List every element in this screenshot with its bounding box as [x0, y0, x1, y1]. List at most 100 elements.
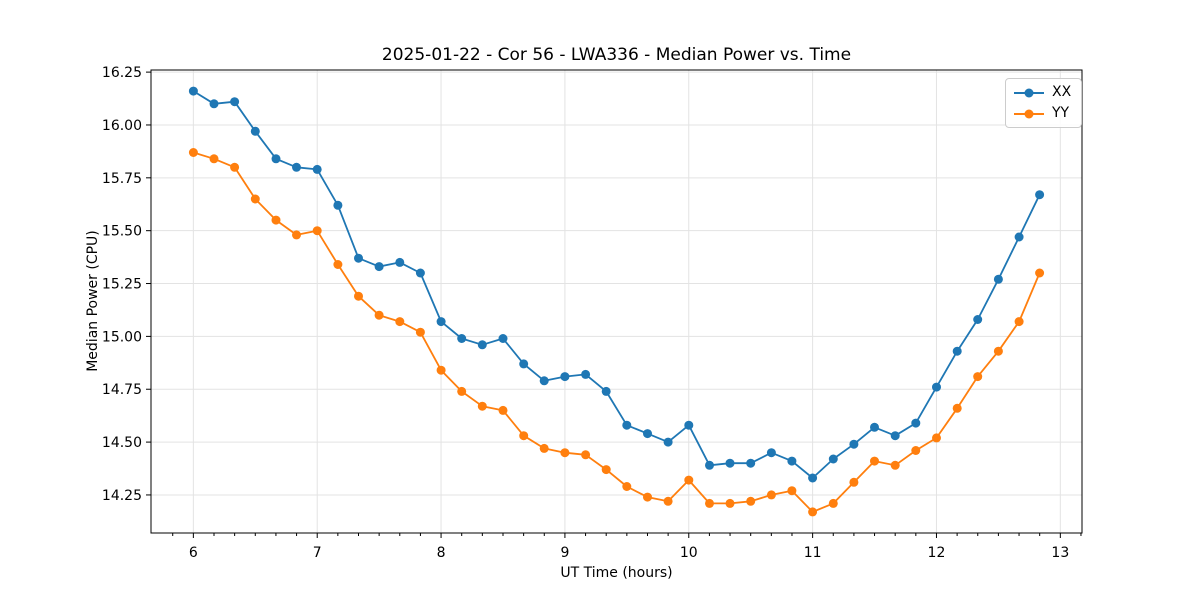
series-yy-point [952, 403, 962, 413]
series-xx-point [519, 359, 529, 369]
legend-item-yy: YY [1014, 105, 1071, 122]
series-xx-point [663, 437, 673, 447]
series-yy-point [560, 448, 570, 458]
x-tick-label: 9 [560, 545, 569, 561]
plot-border [150, 69, 1083, 534]
chart-title: 2025-01-22 - Cor 56 - LWA336 - Median Po… [381, 45, 852, 65]
series-xx-point [457, 334, 467, 343]
series-yy-point [787, 486, 797, 496]
series-xx-point [333, 200, 343, 210]
series-yy-point [354, 291, 363, 301]
series-xx-point [1014, 232, 1024, 242]
y-axis-label: Median Power (CPU) [85, 230, 101, 372]
x-axis-label: UT Time (hours) [560, 565, 673, 581]
series-xx-point [539, 376, 549, 386]
x-tick-label: 12 [928, 545, 946, 561]
series-xx-point [292, 162, 301, 172]
series-xx-point [271, 154, 281, 164]
series-yy-point [870, 456, 879, 466]
series-yy-point [519, 431, 529, 441]
series-yy-point [209, 154, 219, 164]
series-yy-point [705, 498, 714, 508]
series-xx-point [354, 253, 363, 263]
series-xx-point [601, 386, 611, 396]
series-yy-point [436, 365, 446, 375]
series-xx-point [622, 420, 632, 430]
series-xx-point [477, 340, 487, 350]
x-tick-label: 13 [1051, 545, 1069, 561]
series-xx-point [808, 473, 818, 483]
series-xx-point [787, 456, 797, 466]
series-yy-point [663, 496, 673, 506]
series-yy-point [643, 492, 652, 502]
series-xx-point [643, 429, 652, 439]
series-xx-point [436, 317, 446, 327]
series-yy-point [230, 162, 240, 172]
series-xx-point [188, 86, 198, 96]
y-tick-label: 14.50 [102, 435, 142, 451]
series-yy-point [1014, 317, 1024, 327]
series-xx-point [766, 448, 776, 458]
series-xx-point [230, 97, 240, 107]
series-yy-point [746, 496, 756, 506]
y-tick-label: 15.25 [102, 277, 142, 293]
y-tick-label: 15.50 [102, 224, 142, 240]
series-xx-point [973, 315, 983, 324]
x-tick-label: 10 [680, 545, 698, 561]
series-yy-point [188, 148, 198, 157]
series-yy-point [395, 317, 405, 327]
series-xx-point [890, 431, 900, 441]
series-yy-point [993, 346, 1003, 356]
series-xx-point [849, 439, 859, 449]
legend-item-xx: XX [1014, 84, 1071, 101]
legend-line-marker-xx-icon [1014, 88, 1044, 98]
series-xx-point [560, 372, 570, 382]
series-xx-point [1035, 190, 1045, 200]
y-tick-label: 15.00 [102, 329, 142, 345]
series-yy-point [725, 498, 735, 508]
series-xx-point [932, 382, 941, 392]
series-yy-point [684, 475, 694, 485]
series-xx-point [581, 369, 591, 379]
series-yy-point [622, 482, 632, 491]
series-xx-point [395, 257, 405, 267]
series-yy-point [539, 443, 549, 453]
series-yy-point [890, 460, 900, 470]
series-yy-point [457, 386, 467, 396]
legend-label-xx: XX [1052, 84, 1072, 100]
series-xx-point [993, 274, 1003, 284]
y-tick-label: 14.25 [102, 488, 142, 504]
y-tick-label: 14.75 [102, 382, 142, 398]
x-tick-label: 7 [313, 545, 322, 561]
series-xx-point [684, 420, 694, 430]
series-yy-point [374, 310, 384, 320]
x-tick-label: 6 [189, 545, 198, 561]
x-tick-label: 11 [804, 545, 822, 561]
y-tick-label: 16.00 [102, 118, 142, 134]
series-yy-point [312, 226, 322, 236]
series-yy-point [911, 446, 921, 455]
series-yy-point [271, 215, 281, 225]
y-tick-label: 16.25 [102, 65, 142, 81]
legend-label-yy: YY [1052, 105, 1070, 121]
series-yy-point [601, 465, 611, 475]
x-tick-label: 8 [437, 545, 446, 561]
series-yy-point [1035, 268, 1045, 278]
legend-line-marker-yy-icon [1014, 109, 1044, 119]
series-xx-point [911, 418, 921, 428]
series-xx-point [725, 458, 735, 468]
series-xx-point [705, 460, 714, 470]
series-yy-point [973, 372, 983, 382]
series-xx-point [250, 126, 260, 136]
series-xx-point [312, 164, 322, 174]
series-yy-point [477, 401, 487, 411]
series-yy-point [292, 230, 301, 240]
series-xx-point [828, 454, 838, 464]
legend-dot-yy [1024, 109, 1034, 118]
series-xx-point [209, 99, 219, 109]
series-yy-point [581, 450, 591, 460]
series-yy-point [415, 327, 425, 337]
series-yy-point [808, 507, 818, 517]
